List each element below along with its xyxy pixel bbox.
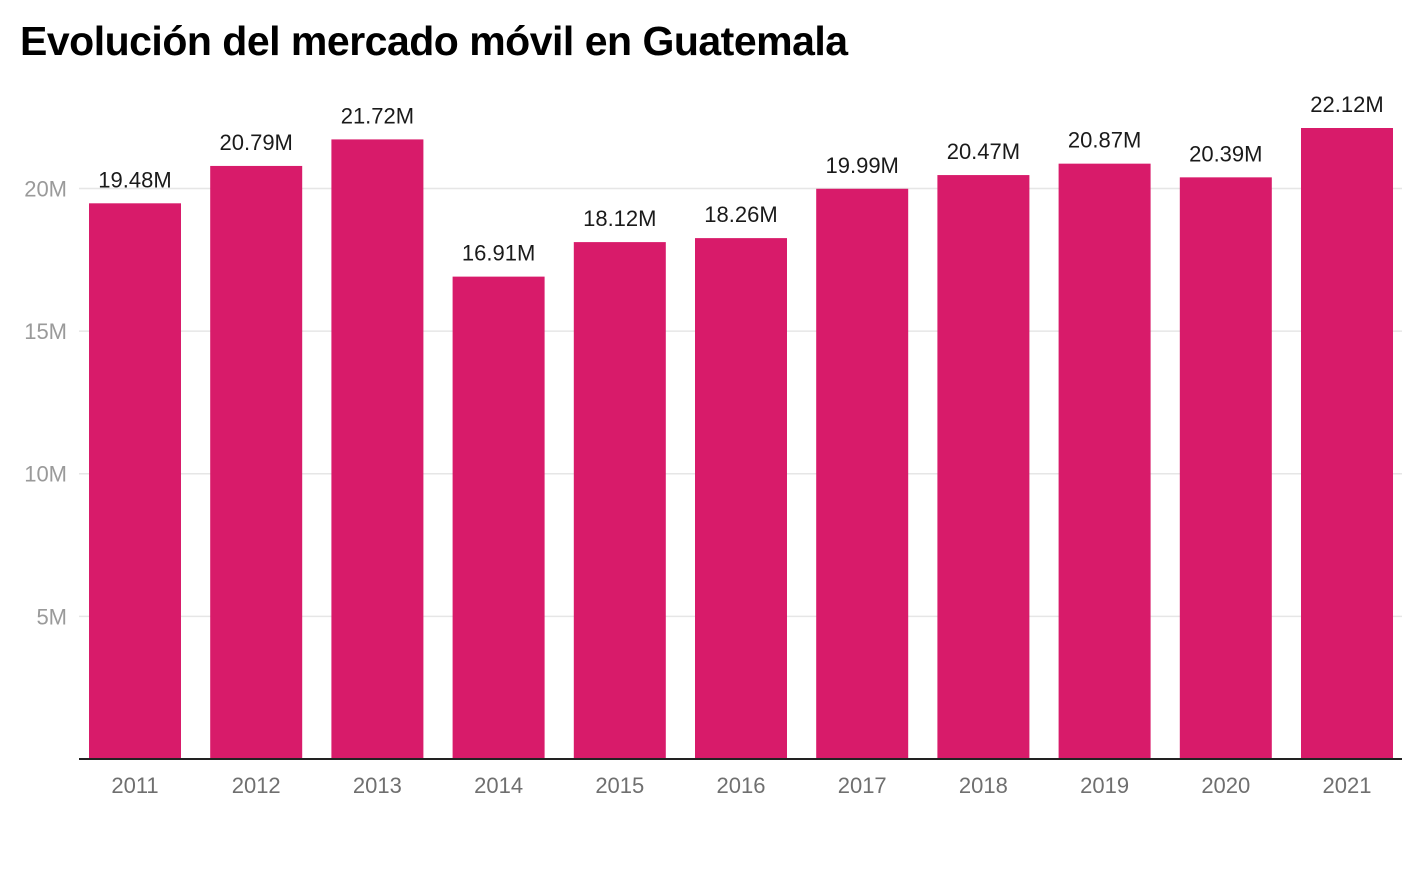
chart-title: Evolución del mercado móvil en Guatemala [20,18,848,64]
x-axis: 2011 2012 2013 2014 2015 2016 2017 2018 2019 2020… [79,758,1402,798]
data-label-2016: 18.26M [704,202,777,227]
bar-2014 [452,276,545,759]
x-tick-label-2016: 2016 [717,773,766,798]
bars [89,128,1393,760]
x-tick-label-2018: 2018 [959,773,1008,798]
bar-2015 [573,242,666,760]
bar-2017 [816,188,909,759]
bar-2018 [937,175,1030,760]
data-label-2015: 18.12M [583,206,656,231]
data-label-2012: 20.79M [220,130,293,155]
data-label-2014: 16.91M [462,241,535,266]
y-tick-label: 5M [36,604,67,629]
x-tick-label-2011: 2011 [111,773,158,798]
data-label-2017: 19.99M [826,153,899,178]
bar-2012 [210,165,303,759]
bar-2019 [1058,163,1151,759]
data-labels: 19.48M 20.79M 21.72M 16.91M 18.12M 18.26M 19.9… [98,92,1383,266]
bar-2016 [695,238,787,759]
y-axis: 5M 10M 15M 20M [24,176,67,629]
y-tick-label: 10M [24,462,67,487]
bar-2011 [89,203,181,760]
x-tick-label-2015: 2015 [595,773,644,798]
x-tick-label-2017: 2017 [838,773,887,798]
bar-2020 [1179,177,1272,760]
data-label-2013: 21.72M [341,103,414,128]
x-tick-label-2019: 2019 [1080,773,1129,798]
data-label-2021: 22.12M [1310,92,1383,117]
x-tick-label-2020: 2020 [1201,773,1250,798]
x-tick-label-2014: 2014 [474,773,523,798]
x-tick-label-2013: 2013 [353,773,402,798]
y-tick-label: 15M [24,319,67,344]
data-label-2019: 20.87M [1068,128,1141,153]
data-label-2018: 20.47M [947,139,1020,164]
bar-2013 [331,139,424,759]
x-tick-label-2021: 2021 [1323,773,1372,798]
data-label-2011: 19.48M [98,167,171,192]
bar-2021 [1301,128,1393,759]
data-label-2020: 20.39M [1189,141,1262,166]
x-tick-label-2012: 2012 [232,773,281,798]
y-tick-label: 20M [24,176,67,201]
